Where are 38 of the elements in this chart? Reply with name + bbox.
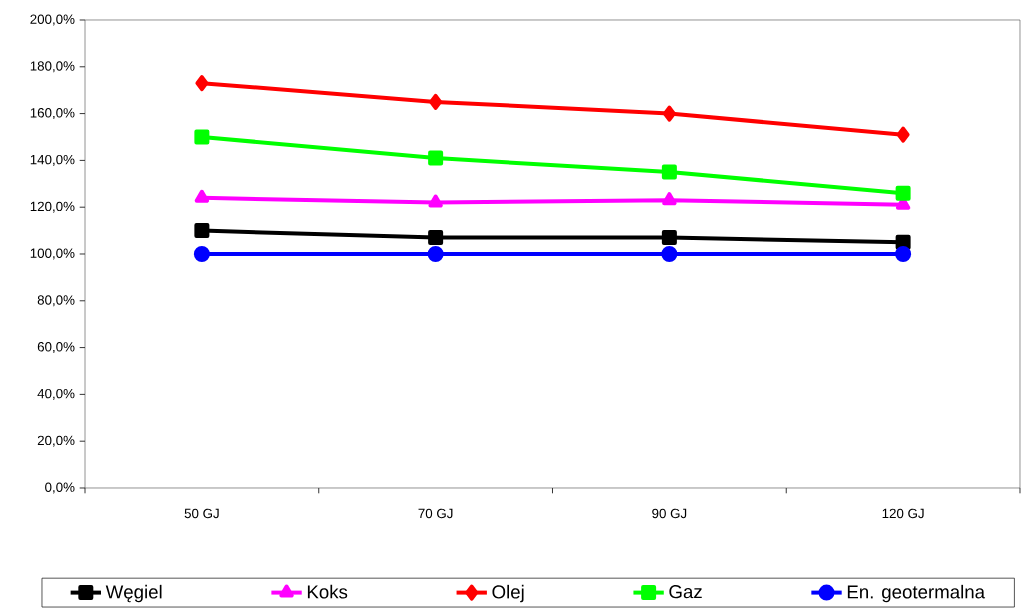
point [895,245,912,262]
point [427,245,444,262]
point [428,230,444,246]
point [428,194,443,208]
legend-label: Węgiel [105,584,162,603]
y-tick-label: 140,0% [30,154,75,166]
y-tick-label: 20,0% [37,435,75,447]
point [662,105,676,122]
point [895,185,911,201]
point [661,230,677,246]
point [661,245,678,262]
legend-label: Gaz [669,585,702,599]
point [428,150,444,166]
point [194,129,210,145]
y-tick-label: 0,0% [45,482,75,494]
y-tick-label: 200,0% [30,14,75,26]
point [195,75,209,92]
legend-label: Koks [307,584,348,599]
legend-label: En. geotermalna [847,584,986,603]
x-tick-label: 90 GJ [652,508,687,519]
y-tick-label: 160,0% [30,108,75,120]
point [194,223,210,239]
x-tick-label: 120 GJ [882,508,924,519]
y-tick-label: 120,0% [30,201,75,213]
x-tick-label: 50 GJ [184,508,219,519]
point [193,245,210,262]
y-tick-label: 80,0% [37,295,75,307]
point [429,93,443,110]
point [896,126,910,143]
point [194,189,210,203]
legend-label: Olej [492,584,524,603]
point [661,164,677,180]
y-tick-label: 60,0% [37,342,75,354]
y-tick-label: 100,0% [30,248,75,260]
y-tick-label: 180,0% [30,61,75,73]
point [662,192,677,206]
x-tick-label: 70 GJ [418,508,453,519]
y-tick-label: 40,0% [37,388,75,400]
